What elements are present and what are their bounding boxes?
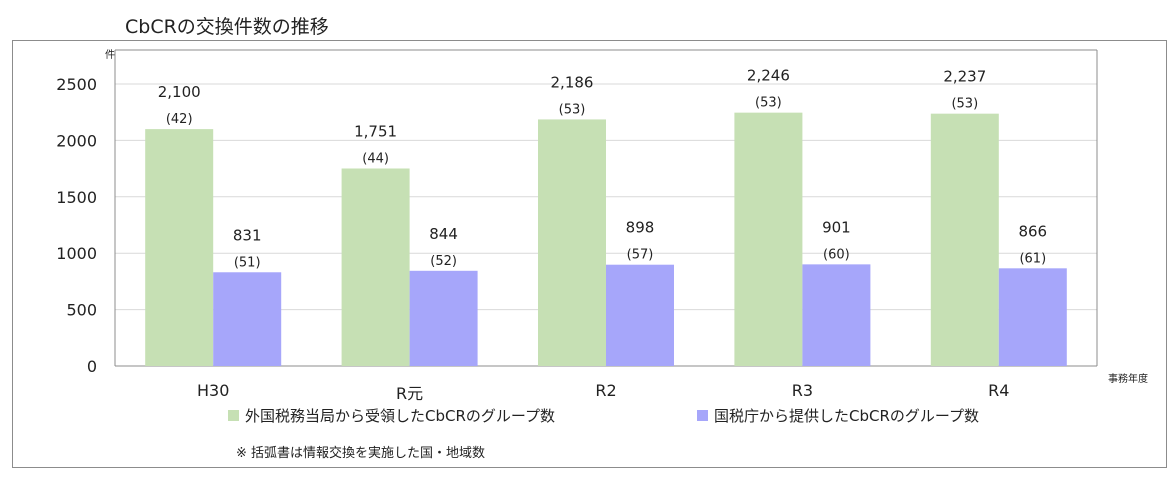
bar: [734, 112, 803, 366]
bar: [341, 168, 410, 366]
bar: [409, 270, 478, 366]
legend-item-received: 外国税務当局から受領したCbCRのグループ数: [228, 405, 555, 426]
legend-swatch-provided: [697, 410, 708, 421]
data-label-value: 2,186: [551, 73, 594, 91]
x-axis-label: 事務年度: [1108, 372, 1148, 385]
bar: [606, 264, 674, 366]
data-label-countries: (60): [823, 247, 850, 262]
data-label-value: 898: [626, 219, 655, 237]
bar: [930, 113, 999, 366]
x-tick-label: R元: [396, 384, 423, 403]
legend-swatch-received: [228, 410, 239, 421]
data-label-value: 901: [822, 218, 851, 236]
data-label-countries: (57): [627, 248, 654, 263]
data-label-value: 2,100: [158, 83, 201, 101]
x-tick-label: H30: [197, 381, 229, 400]
y-tick-label: 1500: [56, 188, 97, 207]
bar: [998, 268, 1067, 366]
legend-label-provided: 国税庁から提供したCbCRのグループ数: [714, 407, 979, 425]
y-tick-label: 0: [87, 357, 97, 376]
data-label-value: 866: [1018, 222, 1047, 240]
x-tick-label: R2: [595, 381, 616, 400]
y-tick-label: 1000: [56, 244, 97, 263]
legend-label-received: 外国税務当局から受領したCbCRのグループ数: [245, 407, 555, 425]
data-label-value: 844: [429, 225, 458, 243]
data-label-countries: (53): [755, 96, 782, 111]
data-label-countries: (61): [1019, 251, 1046, 266]
chart-frame: [12, 40, 1167, 468]
data-label-countries: (52): [430, 254, 457, 269]
footnote: ※ 括弧書は情報交換を実施した国・地域数: [236, 446, 486, 461]
data-label-countries: (53): [951, 97, 978, 112]
y-tick-label: 2000: [56, 131, 97, 150]
data-label-countries: (53): [559, 102, 586, 117]
data-label-value: 2,237: [943, 68, 986, 86]
data-label-countries: (42): [166, 112, 193, 127]
y-tick-label: 2500: [56, 75, 97, 94]
data-label-value: 831: [233, 226, 262, 244]
x-tick-label: R4: [988, 381, 1009, 400]
bar: [213, 272, 282, 366]
page-title: CbCRの交換件数の推移: [125, 16, 329, 38]
data-label-countries: (51): [234, 255, 261, 270]
bar: [145, 129, 214, 366]
x-tick-label: R3: [792, 381, 813, 400]
data-label-value: 2,246: [747, 67, 790, 85]
y-tick-label: 500: [66, 301, 97, 320]
bar: [802, 264, 871, 366]
data-label-countries: (44): [362, 151, 389, 166]
bar: [538, 119, 606, 367]
legend-item-provided: 国税庁から提供したCbCRのグループ数: [697, 405, 979, 426]
data-label-value: 1,751: [354, 122, 397, 140]
y-axis-unit-label: 件: [105, 49, 115, 61]
